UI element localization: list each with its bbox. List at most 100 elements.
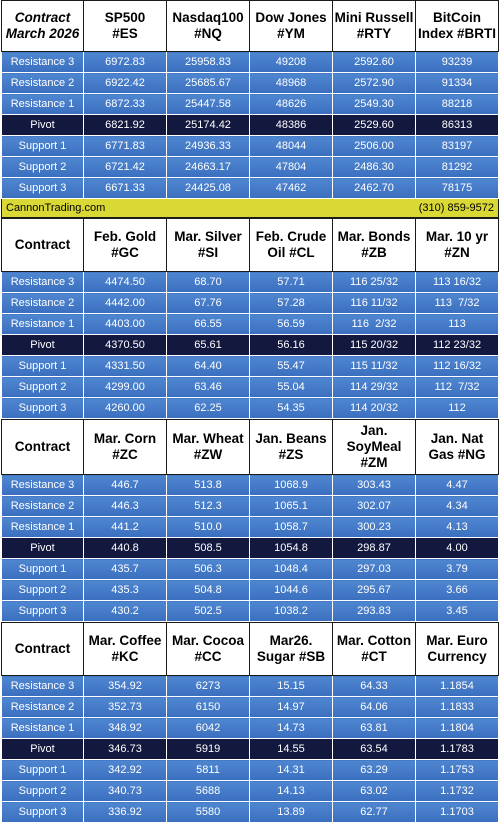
level-value: 56.16 bbox=[249, 334, 333, 356]
header-line: March 2026 bbox=[5, 26, 80, 41]
level-label: Support 2 bbox=[1, 156, 84, 178]
level-value: 440.8 bbox=[83, 537, 167, 559]
header-line: #CT bbox=[361, 649, 387, 664]
level-value: 3.79 bbox=[415, 558, 499, 580]
header-line: Gas #NG bbox=[428, 447, 486, 462]
level-label: Resistance 3 bbox=[1, 51, 84, 73]
level-label: Support 2 bbox=[1, 579, 84, 601]
level-row: Resistance 2 6922.42 25685.67 48968 2572.90 9… bbox=[1, 72, 499, 94]
level-value: 441.2 bbox=[83, 516, 167, 538]
header-line: Mar. Cotton bbox=[336, 633, 412, 648]
level-value: 113 7/32 bbox=[415, 292, 499, 314]
level-label: Resistance 1 bbox=[1, 313, 84, 335]
header-line: Nasdaq100 bbox=[172, 10, 244, 25]
level-value: 435.7 bbox=[83, 558, 167, 580]
levels-table: Contract Mar. Coffee #KC Mar. Cocoa #CC Mar26… bbox=[1, 622, 499, 823]
header-line: BitCoin bbox=[433, 10, 481, 25]
banner-row: (310) 859-9572 CannonTrading.com bbox=[1, 198, 499, 218]
header-line: Index #BRTI bbox=[417, 26, 496, 41]
level-value: 352.73 bbox=[83, 696, 167, 718]
level-value: 55.47 bbox=[249, 355, 333, 377]
level-value: 348.92 bbox=[83, 717, 167, 739]
level-value: 4474.50 bbox=[83, 271, 167, 293]
level-value: 3.66 bbox=[415, 579, 499, 601]
level-value: 1044.6 bbox=[249, 579, 333, 601]
level-value: 5688 bbox=[166, 780, 250, 802]
level-value: 86313 bbox=[415, 114, 499, 136]
level-value: 4.34 bbox=[415, 495, 499, 517]
level-value: 295.67 bbox=[332, 579, 416, 601]
level-label: Resistance 1 bbox=[1, 717, 84, 739]
instrument-header: Mar26. Sugar #SB bbox=[249, 622, 333, 676]
level-value: 6922.42 bbox=[83, 72, 167, 94]
level-label: Pivot bbox=[1, 738, 84, 760]
level-row: Support 1 342.92 5811 14.31 63.29 1.1753 bbox=[1, 759, 499, 781]
level-label: Resistance 3 bbox=[1, 271, 84, 293]
level-row: Resistance 3 354.92 6273 15.15 64.33 1.1854 bbox=[1, 675, 499, 697]
level-value: 78175 bbox=[415, 177, 499, 199]
level-value: 54.35 bbox=[249, 397, 333, 419]
header-line: Oil #CL bbox=[267, 245, 315, 260]
level-value: 430.2 bbox=[83, 600, 167, 622]
header-line: Contract bbox=[14, 641, 71, 656]
level-value: 2549.30 bbox=[332, 93, 416, 115]
level-value: 63.02 bbox=[332, 780, 416, 802]
header-line: Mar. Euro bbox=[426, 633, 488, 648]
level-row: Resistance 1 441.2 510.0 1058.7 300.23 4.13 bbox=[1, 516, 499, 538]
level-value: 6721.42 bbox=[83, 156, 167, 178]
header-line: SoyMeal bbox=[346, 439, 402, 454]
level-value: 25685.67 bbox=[166, 72, 250, 94]
header-line: Mar. Silver bbox=[174, 229, 242, 244]
instrument-header: BitCoin Index #BRTI bbox=[415, 0, 499, 52]
contract-header: Contract bbox=[1, 218, 84, 272]
level-value: 5811 bbox=[166, 759, 250, 781]
header-row: Contract Feb. Gold #GC Mar. Silver #SI Feb. C… bbox=[1, 218, 499, 272]
level-value: 508.5 bbox=[166, 537, 250, 559]
header-line: Feb. Crude bbox=[255, 229, 327, 244]
level-value: 1.1732 bbox=[415, 780, 499, 802]
level-value: 64.06 bbox=[332, 696, 416, 718]
instrument-header: Mar. Silver #SI bbox=[166, 218, 250, 272]
pivot-row: Pivot 440.8 508.5 1054.8 298.87 4.00 bbox=[1, 537, 499, 559]
level-value: 15.15 bbox=[249, 675, 333, 697]
header-line: #ZB bbox=[361, 245, 387, 260]
level-value: 112 bbox=[415, 397, 499, 419]
instrument-header: Jan. Nat Gas #NG bbox=[415, 419, 499, 475]
level-label: Pivot bbox=[1, 334, 84, 356]
level-value: 4.13 bbox=[415, 516, 499, 538]
contract-header: Contract bbox=[1, 419, 84, 475]
instrument-header: Nasdaq100 #NQ bbox=[166, 0, 250, 52]
level-label: Support 3 bbox=[1, 801, 84, 823]
level-value: 1068.9 bbox=[249, 474, 333, 496]
level-row: Support 1 4331.50 64.40 55.47 115 11/32 112 1… bbox=[1, 355, 499, 377]
level-value: 303.43 bbox=[332, 474, 416, 496]
header-line: Contract bbox=[14, 10, 71, 25]
level-label: Support 1 bbox=[1, 759, 84, 781]
instrument-header: SP500 #ES bbox=[83, 0, 167, 52]
level-value: 1.1703 bbox=[415, 801, 499, 823]
level-value: 4.00 bbox=[415, 537, 499, 559]
level-value: 113 bbox=[415, 313, 499, 335]
header-line: Currency bbox=[427, 649, 487, 664]
level-value: 435.3 bbox=[83, 579, 167, 601]
level-value: 114 29/32 bbox=[332, 376, 416, 398]
level-row: Resistance 2 352.73 6150 14.97 64.06 1.1833 bbox=[1, 696, 499, 718]
level-label: Support 3 bbox=[1, 177, 84, 199]
level-value: 2572.90 bbox=[332, 72, 416, 94]
level-value: 6042 bbox=[166, 717, 250, 739]
level-row: Resistance 2 446.3 512.3 1065.1 302.07 4.34 bbox=[1, 495, 499, 517]
header-line: #ES bbox=[112, 26, 138, 41]
header-line: Jan. bbox=[360, 423, 388, 438]
header-line: #YM bbox=[277, 26, 305, 41]
header-line: Contract bbox=[14, 237, 71, 252]
level-value: 64.33 bbox=[332, 675, 416, 697]
level-value: 57.28 bbox=[249, 292, 333, 314]
level-label: Support 2 bbox=[1, 780, 84, 802]
level-row: Resistance 3 4474.50 68.70 57.71 116 25/32 11… bbox=[1, 271, 499, 293]
level-label: Resistance 2 bbox=[1, 696, 84, 718]
level-row: Support 1 435.7 506.3 1048.4 297.03 3.79 bbox=[1, 558, 499, 580]
header-line: Jan. Beans bbox=[255, 431, 327, 446]
instrument-header: Mar. Bonds #ZB bbox=[332, 218, 416, 272]
level-value: 512.3 bbox=[166, 495, 250, 517]
